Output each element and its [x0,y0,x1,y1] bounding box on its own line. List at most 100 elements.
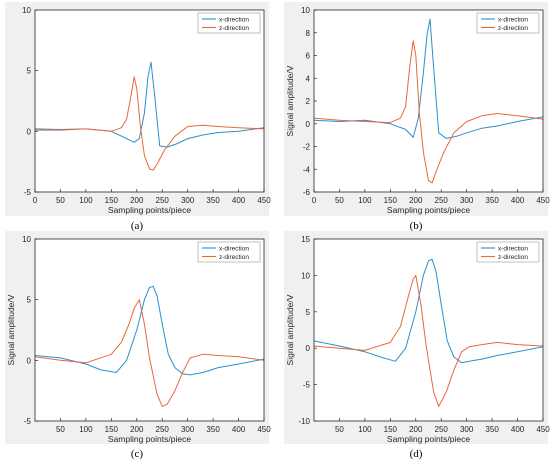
series-line-z-direction [314,274,543,407]
x-tick-label: 100 [358,425,372,434]
x-tick-label: 250 [435,196,449,205]
legend: x-direction z-direction [476,241,540,263]
x-tick-label: 50 [335,425,344,434]
x-tick-label: 150 [384,196,398,205]
chart-panel-d: 50 100 150 200 250 300 350 400 450 -10 -5 0 5 10 15 Sam… [284,231,550,444]
y-tick-label: 10 [22,235,31,244]
y-tick-label: 15 [301,235,310,244]
y-tick-label: 10 [301,6,310,15]
legend: x-direction z-direction [476,12,540,34]
x-tick-label: 50 [56,196,65,205]
chart-panel-c: 50 100 150 200 250 300 350 400 450 -5 0 5 10 Sampling… [5,231,271,444]
legend: x-direction z-direction [197,241,261,263]
x-axis-label: Sampling points/piece [387,205,470,215]
legend-label-z-direction: z-direction [498,254,528,261]
series-group [35,285,264,407]
series-group [35,61,264,171]
x-axis-label: Sampling points/piece [108,205,191,215]
legend-label-x-direction: x-direction [219,245,249,252]
y-tick-label: 5 [27,296,32,305]
chart-panel-a: 0 50 100 150 200 250 300 350 400 450 -5 0 5 10 Samplin… [5,2,271,216]
plot-area [314,239,543,421]
y-tick-label: 8 [306,29,311,38]
x-tick-label: 300 [181,196,195,205]
legend-label-z-direction: z-direction [498,25,528,32]
x-tick-label: 450 [257,196,271,205]
x-tick-label: 350 [206,196,220,205]
y-axis-label: Signal amplitude/V [285,65,295,136]
y-tick-label: 10 [22,6,31,15]
chart-panel-b: 0 50 100 150 200 250 300 350 400 450 -6 -4 -2 0 2 4 6 8 10… [284,2,550,216]
series-line-z-direction [35,76,264,171]
x-tick-label: 200 [409,425,423,434]
x-tick-label: 250 [435,425,449,434]
x-tick-label: 100 [79,196,93,205]
y-tick-label: 5 [27,67,32,76]
x-axis-label: Sampling points/piece [108,434,191,444]
y-tick-label: 10 [301,271,310,280]
caption-d: (d) [409,448,423,460]
series-line-x-direction [314,18,543,139]
y-axis-label: Signal amplitude/V [6,294,16,365]
x-tick-label: 0 [33,196,38,205]
caption-a: (a) [130,220,144,232]
y-tick-label: -4 [303,165,311,174]
legend-label-x-direction: x-direction [498,16,528,23]
x-tick-label: 350 [206,425,220,434]
y-axis-label: Signal amplitude/V [285,294,295,365]
series-line-z-direction [35,299,264,407]
x-tick-label: 100 [79,425,93,434]
x-tick-label: 450 [257,425,271,434]
y-tick-label: 2 [306,97,311,106]
x-tick-label: 200 [409,196,423,205]
caption-b: (b) [409,220,423,232]
plot-area [35,239,264,421]
y-tick-label: 4 [306,74,311,83]
x-tick-label: 300 [181,425,195,434]
plot-area [314,10,543,192]
x-tick-label: 0 [312,196,317,205]
y-tick-label: 0 [306,344,311,353]
axes-box [313,238,544,422]
chart-svg: 50 100 150 200 250 300 350 400 450 -5 0 5 10 Sampling… [5,231,271,444]
y-tick-label: -6 [303,188,311,197]
y-tick-label: 0 [27,127,32,136]
x-tick-label: 400 [511,196,525,205]
axes-box [34,9,265,193]
y-tick-label: -2 [303,143,311,152]
y-tick-label: 0 [306,120,311,129]
series-line-x-direction [35,285,264,376]
caption-c: (c) [130,448,144,460]
legend-label-x-direction: x-direction [498,245,528,252]
plot-area [35,10,264,192]
x-tick-label: 200 [130,425,144,434]
series-group [314,258,543,407]
series-line-z-direction [314,40,543,184]
x-tick-label: 150 [105,425,119,434]
y-tick-label: -10 [298,417,310,426]
x-tick-label: 250 [156,425,170,434]
x-tick-label: 300 [460,196,474,205]
x-tick-label: 350 [485,196,499,205]
x-tick-label: 150 [384,425,398,434]
x-tick-label: 450 [536,425,550,434]
series-line-x-direction [314,258,543,364]
chart-svg: 50 100 150 200 250 300 350 400 450 -10 -5 0 5 10 15 Sam… [284,231,550,444]
legend: x-direction z-direction [197,12,261,34]
x-tick-label: 50 [56,425,65,434]
y-tick-label: -5 [24,188,32,197]
legend-label-x-direction: x-direction [219,16,249,23]
y-tick-label: -5 [303,381,311,390]
x-axis-label: Sampling points/piece [387,434,470,444]
x-tick-label: 450 [536,196,550,205]
y-tick-label: 6 [306,52,311,61]
y-tick-label: 5 [306,308,311,317]
x-tick-label: 200 [130,196,144,205]
x-tick-label: 150 [105,196,119,205]
legend-label-z-direction: z-direction [219,25,249,32]
x-tick-label: 100 [358,196,372,205]
y-tick-label: -5 [24,417,32,426]
x-tick-label: 350 [485,425,499,434]
x-tick-label: 400 [511,425,525,434]
x-tick-label: 50 [335,196,344,205]
